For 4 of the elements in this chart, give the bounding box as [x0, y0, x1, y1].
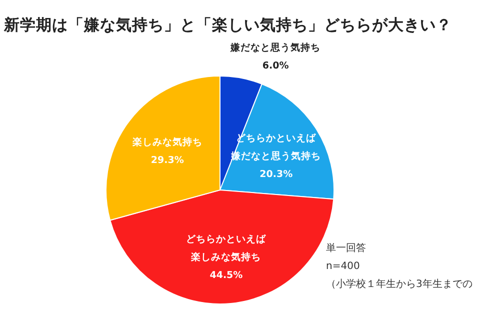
text: 単一回答: [326, 242, 366, 254]
chart-title: 新学期は「嫌な気持ち」と「楽しい気持ち」どちらが大きい？: [3, 16, 452, 34]
text: （小学校１年生から3年生までの: [326, 278, 472, 290]
text: n=400: [326, 261, 360, 272]
